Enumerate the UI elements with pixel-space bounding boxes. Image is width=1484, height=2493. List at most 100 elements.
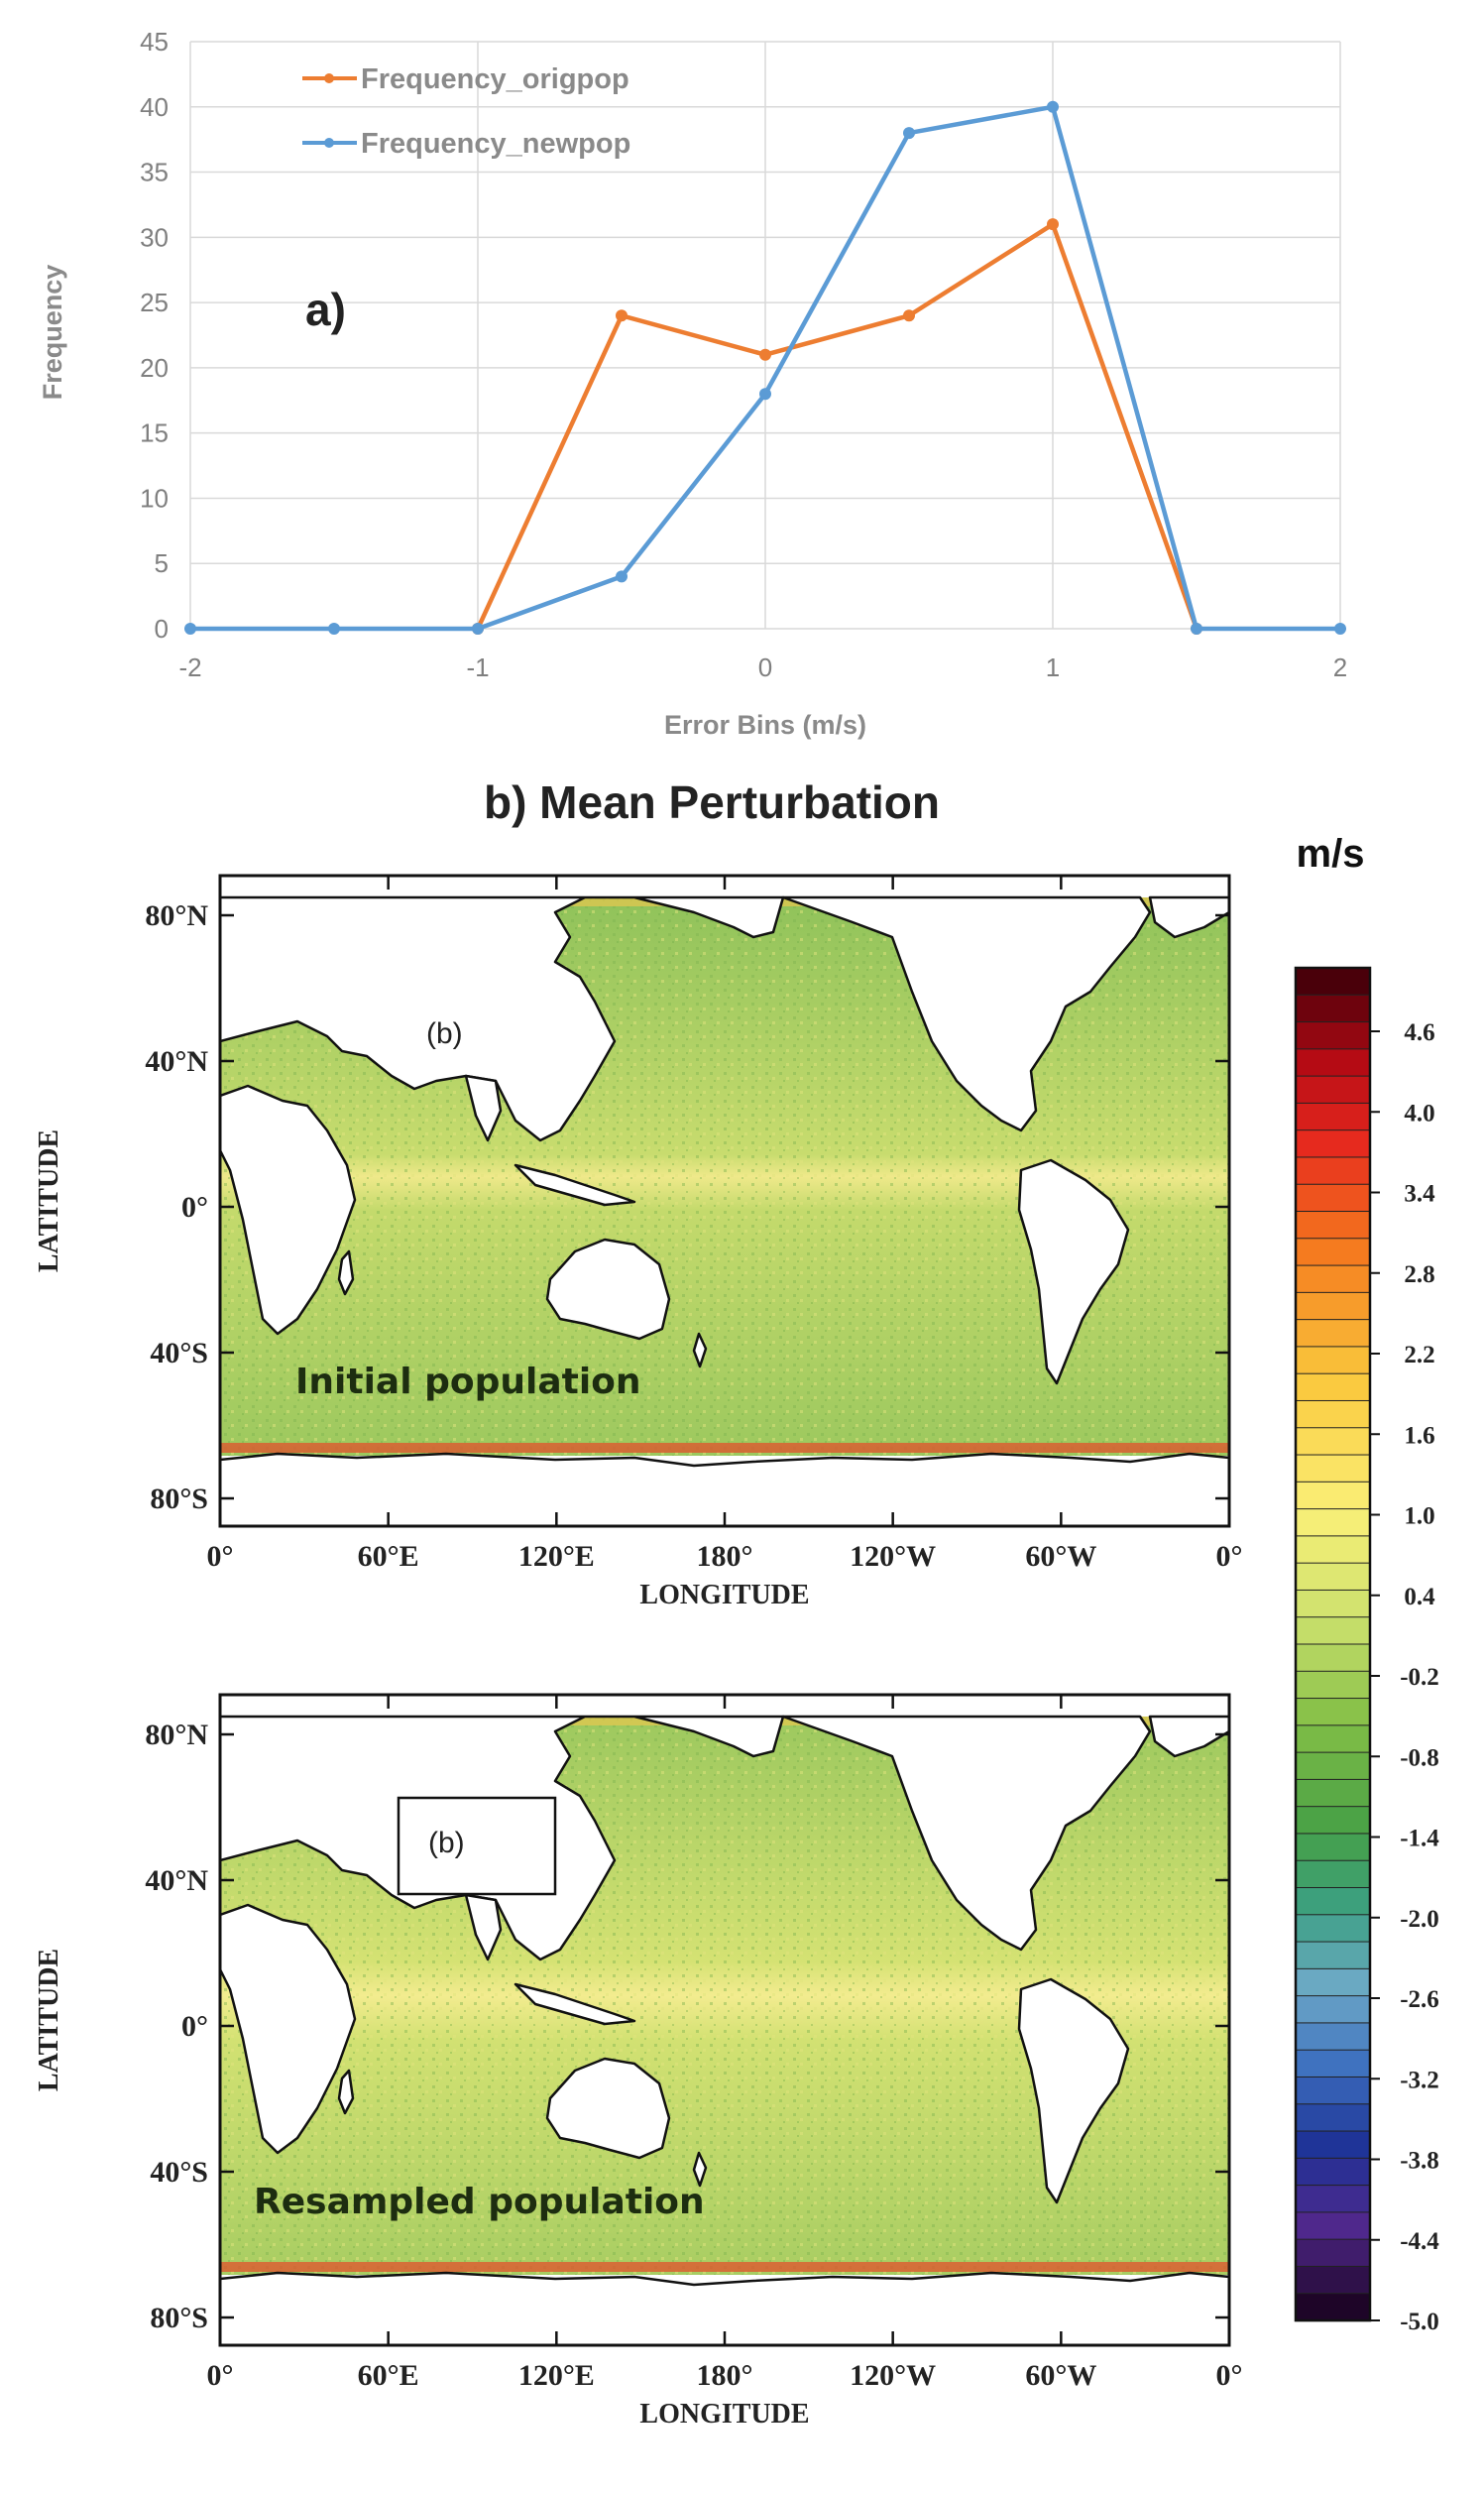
land-masses xyxy=(220,1715,1229,2345)
map-y-axis-label: LATITUDE xyxy=(34,1949,64,2091)
data-point-newpop xyxy=(616,570,628,583)
colorbar-tick-label: -3.8 xyxy=(1400,2148,1439,2175)
colorbar-segment xyxy=(1295,1048,1371,1078)
y-tick-label: 25 xyxy=(140,288,169,317)
land-indonesia xyxy=(514,1163,636,1207)
y-tick-label: 30 xyxy=(140,222,169,252)
colorbar-tick-label: 4.6 xyxy=(1404,1019,1434,1046)
lon-tick-label: 120°W xyxy=(850,2359,936,2392)
colorbar-segment xyxy=(1295,1967,1371,1997)
map-y-axis-label: LATITUDE xyxy=(34,1129,64,1272)
colorbar-segment xyxy=(1295,1806,1371,1836)
map-initial-population: 80°N 40°N 0° 40°S 80°S 0° 60°E 120°E 180° 120°W 60… xyxy=(34,874,1243,1610)
data-point-newpop xyxy=(472,623,484,635)
colorbar-segment xyxy=(1295,1941,1371,1970)
colorbar-segment xyxy=(1295,1508,1371,1537)
colorbar-segment xyxy=(1295,1724,1371,1754)
colorbar-segment xyxy=(1295,1833,1371,1862)
land-masses xyxy=(220,895,1229,1526)
antarctic-ice-edge xyxy=(220,1443,1229,1453)
colorbar-frame xyxy=(1294,966,1372,2322)
colorbar-tick-label: -2.0 xyxy=(1400,1906,1439,1933)
legend-label-origpop: Frequency_origpop xyxy=(361,63,629,95)
colorbar-tick-label: 2.2 xyxy=(1404,1342,1434,1368)
line-chart: 0 5 10 15 20 25 30 35 40 45 -2 -1 0 1 2 Frequency Erro… xyxy=(38,27,1347,740)
map-resampled-population: 80°N 40°N 0° 40°S 80°S 0° 60°E 120°E 180° 120°W 60… xyxy=(34,1693,1243,2430)
x-tick-label: 0 xyxy=(758,653,772,682)
colorbar-segment xyxy=(1295,2157,1371,2187)
land-indonesia xyxy=(514,1982,636,2026)
data-point-newpop xyxy=(184,623,196,635)
colorbar-segment xyxy=(1295,1698,1371,1726)
land-south-america xyxy=(1017,1158,1130,1385)
colorbar-segment xyxy=(1295,1211,1371,1240)
lon-tick-label: 120°W xyxy=(850,1540,936,1573)
colorbar-segment xyxy=(1295,1346,1371,1375)
gridlines xyxy=(189,41,1341,630)
x-tick-label: -1 xyxy=(466,653,489,682)
data-point-origpop xyxy=(616,309,628,322)
land-north-america xyxy=(781,895,1152,1132)
map-x-axis-label: LONGITUDE xyxy=(639,2399,809,2430)
land-eurasia xyxy=(220,1715,785,1961)
y-tick-label: 5 xyxy=(155,548,169,578)
map-label: Initial population xyxy=(295,1362,641,1402)
y-tick-label: 0 xyxy=(155,614,169,644)
colorbar-segment xyxy=(1295,2076,1371,2105)
colorbar-segment xyxy=(1295,1562,1371,1592)
colorbar-tick-label: 1.0 xyxy=(1404,1503,1434,1530)
colorbar-segment xyxy=(1295,2211,1371,2241)
x-tick-label: 1 xyxy=(1046,653,1060,682)
colorbar-segment xyxy=(1295,1156,1371,1186)
panel-label-a: a) xyxy=(305,284,346,335)
y-tick-label: 20 xyxy=(140,353,169,383)
colorbar-unit: m/s xyxy=(1297,832,1365,876)
colorbar-segment xyxy=(1295,1238,1371,1267)
lon-tick-label: 0° xyxy=(207,2359,234,2392)
colorbar-segment xyxy=(1295,1995,1371,2025)
lon-tick-label: 0° xyxy=(1216,1540,1243,1573)
colorbar-segment xyxy=(1295,994,1371,1023)
chart-title: b) Mean Perturbation xyxy=(484,776,940,828)
colorbar-segment xyxy=(1295,967,1371,997)
land-new-zealand xyxy=(692,1332,708,1368)
lon-tick-label: 60°E xyxy=(358,1540,419,1573)
x-tick-label: -2 xyxy=(178,653,201,682)
tick-labels: 0 5 10 15 20 25 30 35 40 45 -2 -1 0 1 2 xyxy=(140,27,1347,682)
land-new-zealand xyxy=(692,2151,708,2188)
colorbar-segment xyxy=(1295,1914,1371,1944)
colorbar-segment xyxy=(1295,1778,1371,1808)
x-axis-label: Error Bins (m/s) xyxy=(664,710,866,740)
colorbar-tick-label: 2.8 xyxy=(1404,1261,1434,1288)
lat-tick-label: 80°S xyxy=(150,1483,208,1515)
land-india xyxy=(464,1074,503,1142)
colorbar-segment xyxy=(1295,1751,1371,1781)
y-tick-label: 15 xyxy=(140,418,169,448)
data-point-newpop xyxy=(1047,100,1059,113)
data-point-newpop xyxy=(1191,623,1202,635)
map-ticks: 80°N 40°N 0° 40°S 80°S 0° 60°E 120°E 180° 120°W 60… xyxy=(34,876,1243,1610)
colorbar-tick-label: -2.6 xyxy=(1400,1986,1439,2013)
lat-tick-label: 80°S xyxy=(150,2302,208,2334)
colorbar-tick-label: 3.4 xyxy=(1404,1181,1435,1208)
series-group xyxy=(184,100,1346,635)
colorbar-segment xyxy=(1295,1075,1371,1105)
colorbar-tick-label: 0.4 xyxy=(1404,1584,1435,1610)
colorbar-segment xyxy=(1295,1319,1371,1349)
colorbar-segment xyxy=(1295,1427,1371,1457)
y-tick-label: 10 xyxy=(140,483,169,513)
colorbar-segment xyxy=(1295,1670,1371,1700)
colorbar-segment xyxy=(1295,1102,1371,1131)
colorbar-tick-label: 1.6 xyxy=(1404,1422,1434,1449)
colorbar-segment xyxy=(1295,1481,1371,1510)
colorbar: 4.6 4.0 3.4 2.8 2.2 1.6 1.0 0.4 -0.2 -0.8 -1.4 -2.0… xyxy=(1294,966,1439,2335)
colorbar-segment xyxy=(1295,1859,1371,1889)
data-point-newpop xyxy=(328,623,340,635)
colorbar-segment xyxy=(1295,1021,1371,1050)
lat-tick-label: 0° xyxy=(181,2010,208,2043)
map-x-axis-label: LONGITUDE xyxy=(639,1580,809,1610)
data-point-origpop xyxy=(903,309,915,322)
lon-tick-label: 60°W xyxy=(1025,2359,1096,2392)
colorbar-tick-label: -4.4 xyxy=(1400,2228,1439,2255)
